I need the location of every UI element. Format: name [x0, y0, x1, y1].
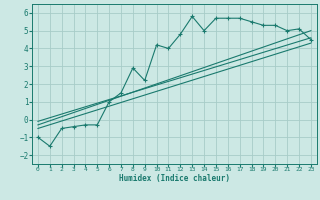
X-axis label: Humidex (Indice chaleur): Humidex (Indice chaleur): [119, 174, 230, 183]
